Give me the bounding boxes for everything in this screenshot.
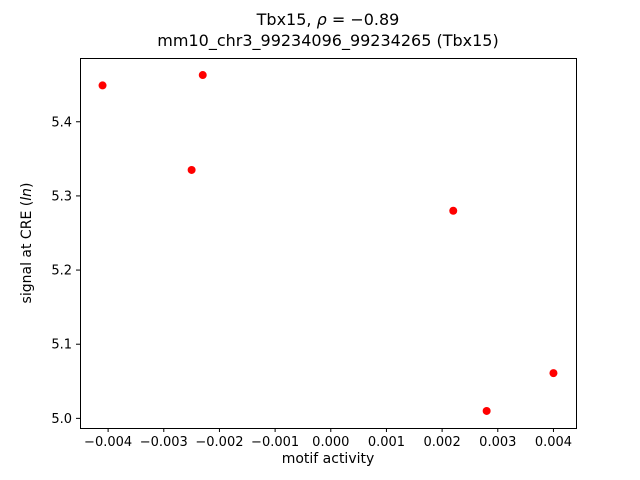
data-point (98, 81, 107, 90)
y-axis-label-prefix: signal at CRE ( (19, 200, 35, 304)
chart-title-prefix: Tbx15, (256, 10, 317, 29)
x-axis-label: motif activity (281, 451, 375, 467)
x-tick-label: 0.003 (479, 435, 516, 450)
x-tick-label: 0.004 (535, 435, 572, 450)
x-tick-label: 0.002 (424, 435, 461, 450)
data-point (482, 406, 491, 415)
data-point (187, 165, 196, 174)
data-point (549, 369, 558, 378)
axes-frame (80, 58, 577, 429)
y-axis-label: signal at CRE (ln) (19, 183, 35, 304)
y-tick-label: 5.4 (51, 115, 72, 130)
chart-title-rho: ρ (316, 10, 327, 29)
x-tick-label: 0.001 (368, 435, 405, 450)
x-tick-label: −0.003 (140, 435, 188, 450)
y-tick-label: 5.3 (51, 189, 72, 204)
x-tick-label: 0.000 (312, 435, 349, 450)
data-point (449, 206, 458, 215)
chart-titles: Tbx15, ρ = −0.89 mm10_chr3_99234096_9923… (80, 9, 576, 51)
y-tick-label: 5.0 (51, 412, 72, 427)
x-tick-label: −0.001 (251, 435, 299, 450)
y-tick-label: 5.2 (51, 264, 72, 279)
y-axis-label-suffix: ) (19, 182, 35, 189)
x-tick-label: −0.002 (195, 435, 243, 450)
y-tick-label: 5.1 (51, 338, 72, 353)
x-tick-label: −0.004 (84, 435, 132, 450)
chart-title: Tbx15, ρ = −0.89 (80, 9, 576, 30)
chart-title-suffix: = −0.89 (326, 10, 400, 29)
y-axis-label-italic: ln (19, 188, 35, 201)
data-point (198, 71, 207, 80)
chart-subtitle: mm10_chr3_99234096_99234265 (Tbx15) (157, 31, 499, 50)
